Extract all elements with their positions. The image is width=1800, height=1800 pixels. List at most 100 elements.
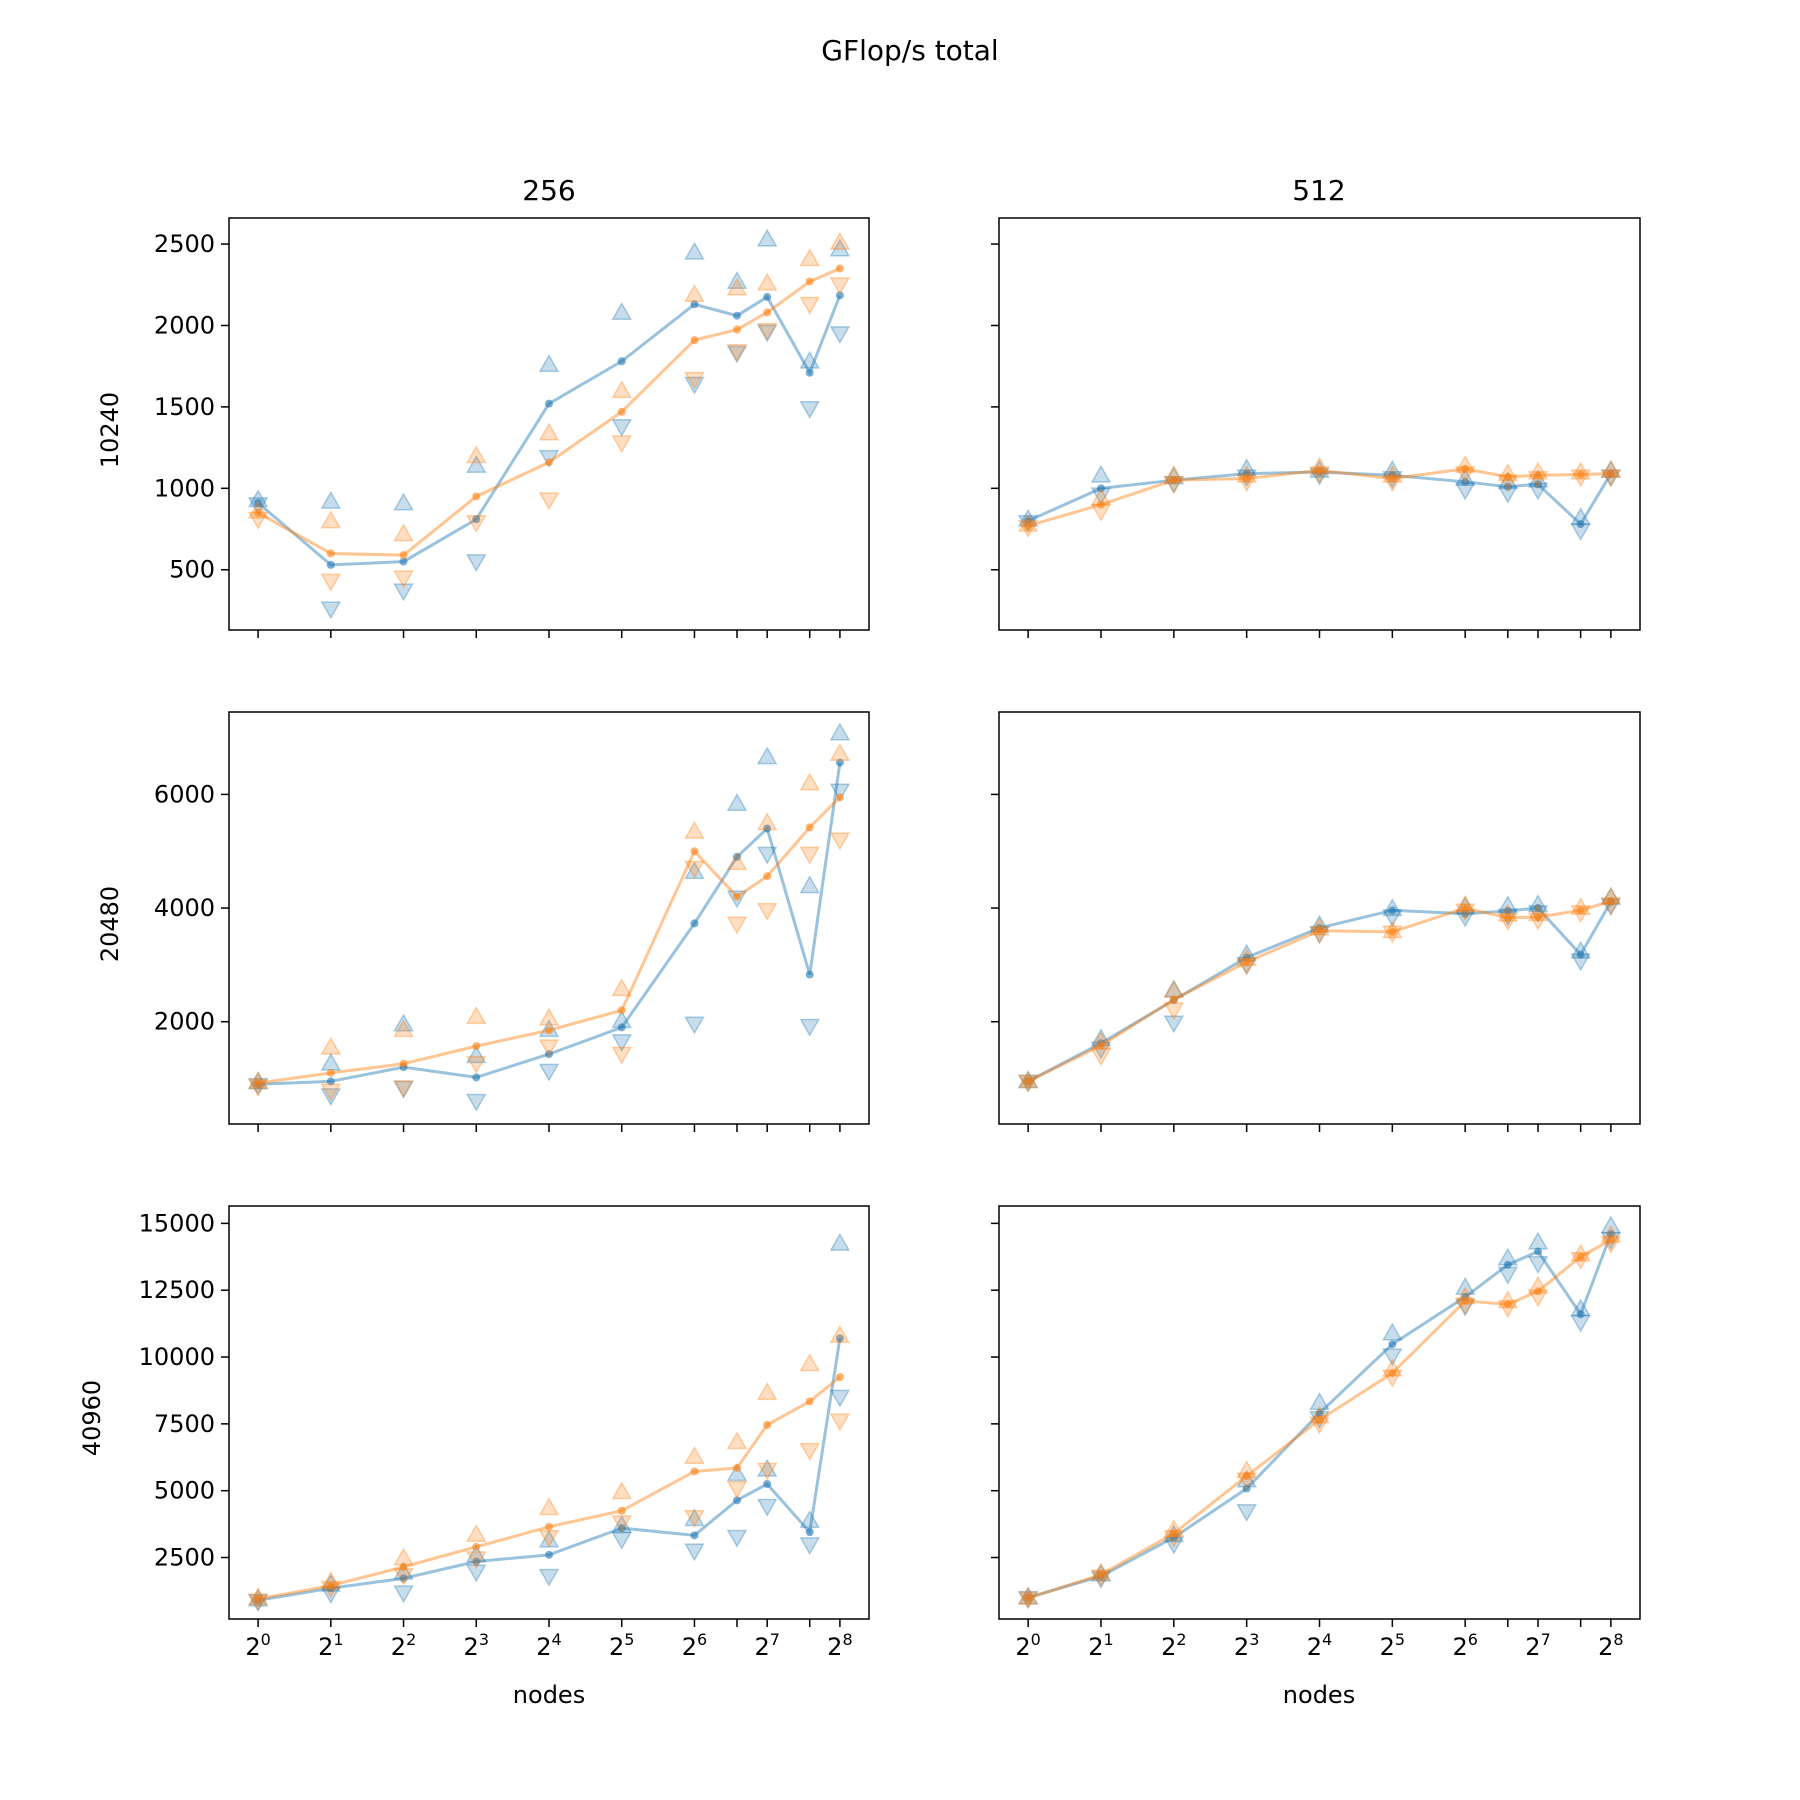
min-marker	[393, 1080, 414, 1099]
mean-point	[1315, 1415, 1324, 1424]
y-tick-label: 5000	[154, 1477, 215, 1505]
x-tick-label: 20	[1015, 1630, 1040, 1661]
max-marker	[799, 875, 821, 894]
row-label-20480: 20480	[96, 886, 124, 962]
min-marker	[829, 832, 851, 851]
mean-point	[472, 1557, 481, 1566]
row-label-10240: 10240	[96, 392, 124, 468]
max-marker	[684, 861, 705, 880]
x-tick-label: 24	[536, 1630, 561, 1661]
x-tick-label: 21	[318, 1630, 343, 1661]
min-marker	[684, 1016, 705, 1035]
max-marker	[465, 1524, 487, 1543]
column-title-512: 512	[1292, 174, 1345, 207]
x-tick-label: 27	[754, 1630, 779, 1661]
mean-point	[805, 368, 814, 377]
min-marker	[320, 601, 342, 620]
min-marker	[538, 492, 560, 511]
max-marker	[726, 270, 748, 290]
mean-point	[835, 1334, 844, 1343]
mean-point	[1503, 906, 1512, 915]
panel-40960-256: 20 21 22 23 24 25 26 27 28 2500 5000 7500 10000 12500…	[139, 1205, 870, 1661]
min-marker	[726, 344, 748, 363]
axes-frame	[228, 711, 870, 1125]
y-tick-label: 12500	[139, 1276, 215, 1304]
min-marker	[829, 277, 851, 296]
x-tick-label: 24	[1307, 1630, 1332, 1661]
mean-point	[763, 1420, 772, 1429]
series-2	[247, 742, 851, 1102]
y-tick-label: 1000	[154, 474, 215, 502]
y-tick-label: 2000	[154, 311, 215, 339]
mean-point	[1388, 1369, 1397, 1378]
mean-point	[1388, 906, 1397, 915]
min-marker	[538, 1063, 560, 1082]
mean-point	[545, 1026, 553, 1035]
mean-point	[1576, 906, 1585, 915]
max-marker	[799, 248, 821, 267]
mean-point	[1461, 904, 1470, 913]
mean-point	[1534, 471, 1543, 480]
max-marker	[829, 1232, 851, 1251]
mean-point	[1169, 1529, 1178, 1538]
y-tick-label: 15000	[139, 1209, 215, 1237]
mean-point	[763, 308, 772, 317]
mean-line	[257, 267, 841, 557]
min-marker	[726, 1529, 748, 1548]
mean-point	[1024, 521, 1033, 530]
max-marker	[684, 241, 705, 260]
max-marker	[726, 277, 748, 296]
max-marker	[829, 1325, 851, 1344]
max-marker	[1382, 1322, 1403, 1341]
mean-point	[1096, 484, 1105, 493]
axes-frame	[998, 217, 1641, 631]
x-tick-label: 22	[1161, 1630, 1186, 1661]
mean-point	[254, 508, 263, 517]
max-marker	[538, 1007, 560, 1026]
mean-point	[1315, 466, 1324, 475]
x-axis-label-left: nodes	[513, 1681, 585, 1709]
series-2	[1017, 455, 1622, 538]
mean-point	[1315, 926, 1324, 935]
mean-point	[732, 311, 741, 320]
x-axis-label-right: nodes	[1283, 1681, 1355, 1709]
column-title-256: 256	[522, 174, 575, 207]
mean-point	[399, 557, 408, 566]
min-marker	[756, 1498, 778, 1517]
min-marker	[611, 1515, 633, 1534]
mean-point	[1534, 904, 1543, 913]
mean-point	[763, 872, 772, 881]
min-marker	[756, 846, 778, 865]
min-marker	[726, 1481, 748, 1500]
min-marker	[611, 435, 633, 454]
max-marker	[320, 1036, 342, 1055]
panel-20480-256: 2000 4000 6000	[154, 711, 870, 1132]
x-tick-label: 26	[682, 1630, 707, 1661]
min-marker	[799, 846, 821, 865]
mean-point	[763, 1480, 772, 1489]
x-tick-label: 28	[1598, 1630, 1623, 1661]
y-tick-label: 500	[169, 556, 215, 584]
panel-40960-512: 20 21 22 23 24 25 26 27 28	[991, 1205, 1641, 1661]
min-marker	[684, 860, 705, 879]
max-marker	[538, 1529, 560, 1548]
mean-point	[690, 1467, 699, 1476]
max-marker	[829, 238, 851, 257]
mean-point	[1461, 1296, 1470, 1305]
min-marker	[684, 1509, 705, 1528]
axes-frame	[228, 1205, 870, 1620]
mean-point	[1576, 470, 1585, 479]
mean-point	[1576, 520, 1585, 529]
min-marker	[829, 326, 851, 345]
max-marker	[611, 380, 633, 399]
mean-point	[690, 1531, 699, 1540]
min-marker	[684, 376, 705, 395]
max-marker	[393, 492, 414, 511]
mean-point	[690, 919, 699, 928]
max-marker	[756, 812, 778, 831]
mean-point	[545, 1550, 553, 1559]
max-marker	[465, 1006, 487, 1025]
max-marker	[611, 978, 633, 997]
mean-point	[399, 1059, 408, 1068]
y-tick-label: 4000	[154, 894, 215, 922]
